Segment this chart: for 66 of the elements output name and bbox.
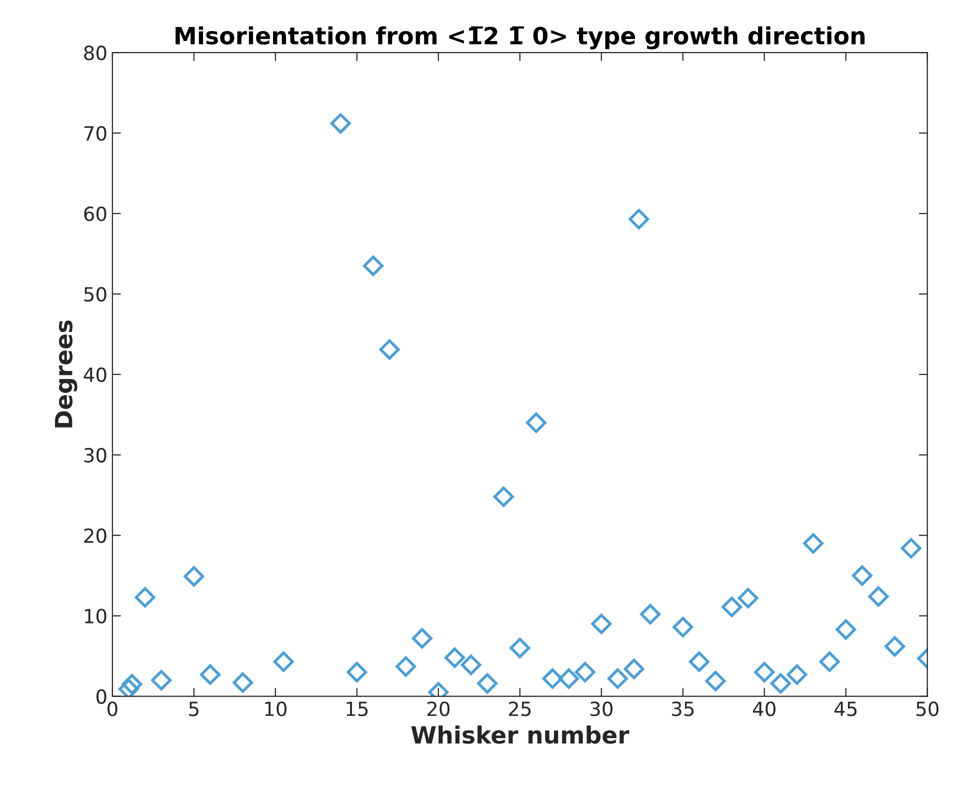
point [591, 614, 612, 634]
y-tick-label: 20 [84, 528, 106, 544]
x-tick-label: 30 [590, 702, 612, 716]
point [510, 638, 530, 658]
y-tick-label: 30 [84, 448, 106, 463]
point [558, 668, 580, 689]
point [754, 662, 775, 682]
x-axis-title: Whisker number [411, 726, 630, 744]
x-tick-label: 35 [672, 702, 694, 716]
x-tick-label: 50 [916, 702, 938, 716]
point [477, 673, 498, 694]
point [200, 664, 220, 685]
point [118, 678, 139, 696]
point [770, 673, 791, 694]
point [362, 256, 384, 276]
y-tick-label: 10 [84, 608, 106, 624]
y-tick-label: 50 [84, 286, 106, 302]
point [628, 208, 650, 230]
y-axis-title: Degrees [54, 320, 78, 428]
y-tick-label: 0 [96, 689, 106, 704]
point [574, 662, 596, 682]
point [379, 339, 400, 360]
point [786, 664, 808, 685]
point [122, 674, 142, 694]
point [134, 587, 156, 608]
point [412, 628, 432, 649]
point [273, 651, 294, 672]
point [803, 533, 824, 554]
point [836, 619, 856, 640]
point [184, 566, 204, 587]
y-tick-label: 60 [84, 206, 106, 222]
point [444, 647, 465, 668]
point [900, 538, 922, 558]
chart-title: Misorientation from <1̅2 1̅ 0> type growth direction [176, 26, 865, 50]
point [460, 654, 482, 676]
point [542, 668, 563, 689]
point [884, 636, 905, 657]
x-tick-label: 0 [108, 702, 118, 716]
point [493, 486, 514, 507]
point [346, 662, 368, 682]
point [722, 596, 742, 618]
point [688, 651, 710, 672]
point [640, 604, 661, 624]
point [705, 670, 726, 692]
point [526, 412, 546, 433]
point [868, 586, 889, 607]
x-tick-label: 20 [427, 702, 450, 716]
x-tick-label: 40 [752, 702, 776, 716]
point [852, 565, 872, 586]
point [672, 616, 694, 638]
x-tick-label: 10 [265, 702, 287, 716]
point [607, 668, 628, 689]
point [151, 670, 172, 690]
x-tick-label: 45 [834, 702, 857, 716]
y-tick-label: 70 [84, 126, 106, 141]
point [624, 658, 644, 680]
point [330, 113, 351, 134]
point [738, 588, 758, 608]
point [396, 656, 416, 677]
x-tick-label: 15 [346, 702, 368, 716]
x-tick-label: 5 [189, 702, 198, 716]
point [232, 672, 254, 693]
point [819, 651, 840, 672]
y-tick-label: 40 [84, 367, 106, 382]
x-tick-label: 25 [508, 702, 531, 716]
y-tick-label: 80 [84, 46, 106, 60]
